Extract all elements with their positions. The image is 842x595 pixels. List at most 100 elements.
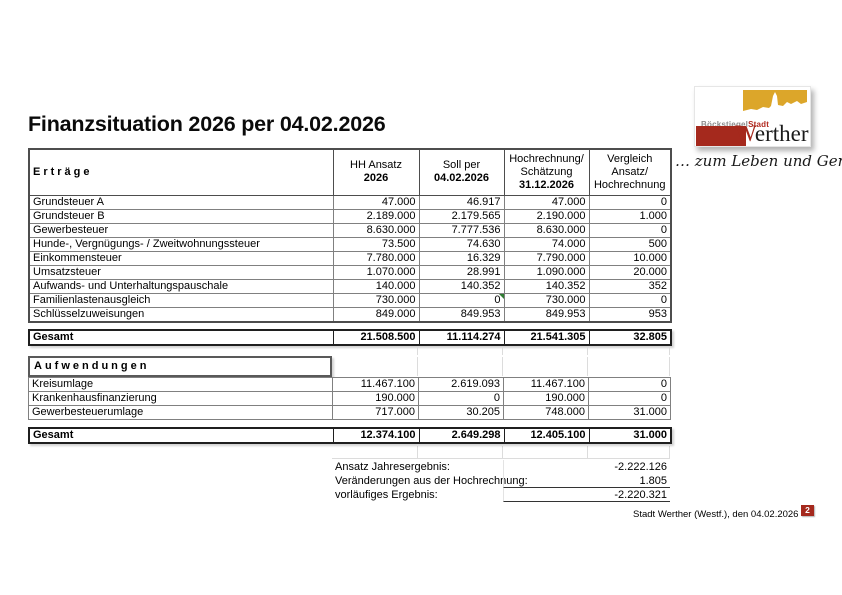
value-cell: 12.405.100: [503, 427, 590, 444]
row-label-cell: Gewerbesteuerumlage: [28, 405, 333, 420]
column-header-line: Hochrechnung: [593, 178, 666, 191]
table-row: Krankenhausfinanzierung 190.000 0 190.000 0: [28, 391, 671, 406]
value-cell: 7.777.536: [418, 222, 505, 238]
row-label-cell: Umsatzsteuer: [28, 264, 334, 280]
table-row: Gewerbesteuer 8.630.000 7.777.536 8.630.000…: [28, 222, 672, 238]
row-label-cell: Gewerbesteuer: [28, 222, 334, 238]
table-row: Umsatzsteuer 1.070.000 28.991 1.090.000 20.0…: [28, 264, 672, 280]
value-cell: 0: [418, 391, 504, 406]
value-cell: 30.205: [418, 405, 504, 420]
column-header-line: Ansatz/: [611, 165, 649, 178]
column-header-line: Schätzung: [520, 165, 573, 178]
table-row: Gewerbesteuerumlage 717.000 30.205 748.000 3…: [28, 405, 671, 420]
value-cell: 47.000: [332, 194, 420, 210]
value-cell: 0: [588, 292, 672, 308]
value-cell: 717.000: [332, 405, 419, 420]
value-cell: 500: [588, 236, 672, 252]
value-cell: 73.500: [332, 236, 420, 252]
footer-date: Stadt Werther (Westf.), den 04.02.2026: [633, 509, 799, 520]
value-cell: 32.805: [588, 329, 672, 346]
value-cell: 140.352: [503, 278, 590, 294]
value-cell: 2.189.000: [332, 208, 420, 224]
value-cell: 74.000: [503, 236, 590, 252]
table-row: Hunde-, Vergnügungs- / Zweitwohnungssteu…: [28, 236, 672, 252]
logo-initial: W: [735, 121, 755, 146]
value-cell: 748.000: [503, 405, 589, 420]
aufwendungen-table: Kreisumlage 11.467.100 2.619.093 11.467.100…: [28, 377, 671, 420]
value-cell: 31.000: [588, 427, 672, 444]
logo-brand-red: Stadt: [748, 120, 770, 129]
column-header: Hochrechnung/Schätzung 31.12.2026: [503, 148, 590, 196]
value-cell: 11.467.100: [332, 377, 419, 392]
value-cell: 7.790.000: [503, 250, 590, 266]
logo-red-rect: [696, 126, 746, 146]
table-row: Familienlastenausgleich 730.000 0 730.000 0: [28, 292, 672, 308]
value-cell: 849.953: [503, 306, 590, 322]
column-header-line: 04.02.2026: [433, 172, 490, 185]
value-cell: 1.000: [588, 208, 672, 224]
value-cell: 21.541.305: [503, 329, 590, 346]
row-label-cell: Familienlastenausgleich: [28, 292, 334, 308]
value-cell: 16.329: [418, 250, 505, 266]
value-cell: 1.070.000: [332, 264, 420, 280]
value-cell: 2.649.298: [418, 427, 505, 444]
table-row: Gesamt 21.508.500 11.114.274 21.541.305 32.8…: [28, 329, 672, 346]
table-row: Grundsteuer B 2.189.000 2.179.565 2.190.000…: [28, 208, 672, 224]
value-cell: 730.000: [332, 292, 420, 308]
result-summary: Ansatz Jahresergebnis: -2.222.126 Veränd…: [332, 460, 670, 502]
row-label-cell: Grundsteuer B: [28, 208, 334, 224]
value-cell: 11.467.100: [503, 377, 589, 392]
value-cell: 953: [588, 306, 672, 322]
value-cell: 28.991: [418, 264, 505, 280]
werther-logo: BöckstiegelStadt Werther: [694, 86, 811, 147]
table-header-row: Erträge HH Ansatz 2026 Soll per 04.02.2026…: [28, 148, 672, 196]
value-cell: 140.000: [332, 278, 420, 294]
summary-value: 1.805: [503, 474, 670, 488]
value-cell-comment-flag: 0: [418, 292, 505, 308]
value-cell: 0: [588, 391, 671, 406]
column-header-line: 31.12.2026: [518, 178, 575, 191]
summary-label: Veränderungen aus der Hochrechnung:: [335, 475, 528, 487]
row-label-cell: Hunde-, Vergnügungs- / Zweitwohnungssteu…: [28, 236, 334, 252]
value-cell: 8.630.000: [332, 222, 420, 238]
value-cell: 8.630.000: [503, 222, 590, 238]
value-cell: 190.000: [503, 391, 589, 406]
value-cell: 0: [588, 377, 671, 392]
logo-brand-gray: Böckstiegel: [701, 120, 749, 129]
column-header-line: 2026: [363, 172, 389, 185]
summary-value: -2.220.321: [503, 488, 670, 502]
value-cell: 849.953: [418, 306, 505, 322]
value-cell: 47.000: [503, 194, 590, 210]
logo-tagline: … zum Leben und Genießen: [675, 152, 842, 170]
summary-row: Ansatz Jahresergebnis: -2.222.126: [332, 460, 670, 474]
column-header-line: HH Ansatz: [350, 159, 402, 172]
value-cell: 46.917: [418, 194, 505, 210]
logo-name-rest: erther: [754, 121, 809, 146]
table-row: Aufwands- und Unterhaltungspauschale 140.…: [28, 278, 672, 294]
column-header-line: Soll per: [442, 159, 481, 172]
logo-wordmark: Werther: [735, 122, 809, 146]
page-number-badge: 2: [801, 505, 814, 516]
summary-row: vorläufiges Ergebnis: -2.220.321: [332, 488, 670, 502]
value-cell: 10.000: [588, 250, 672, 266]
table-row: Gesamt 12.374.100 2.649.298 12.405.100 31.00…: [28, 427, 672, 444]
grid-spacer: [332, 347, 670, 355]
table-row: Grundsteuer A 47.000 46.917 47.000 0: [28, 194, 672, 210]
grid-spacer: [332, 446, 670, 459]
page-title: Finanzsituation 2026 per 04.02.2026: [28, 112, 386, 136]
grid-spacer: [332, 357, 670, 376]
column-header-line: Hochrechnung/: [509, 152, 584, 165]
value-cell: 20.000: [588, 264, 672, 280]
value-cell: 1.090.000: [503, 264, 590, 280]
row-label-cell: Grundsteuer A: [28, 194, 334, 210]
total-label-cell: Gesamt: [28, 427, 334, 444]
value-cell: 0: [588, 222, 672, 238]
total-label-cell: Gesamt: [28, 329, 334, 346]
row-label-cell: Kreisumlage: [28, 377, 333, 392]
value-cell: 74.630: [418, 236, 505, 252]
value-cell: 849.000: [332, 306, 420, 322]
section-header-ertraege: Erträge: [28, 148, 334, 196]
value-cell: 2.190.000: [503, 208, 590, 224]
skyline-icon: [743, 90, 807, 119]
row-label-cell: Schlüsselzuweisungen: [28, 306, 334, 322]
